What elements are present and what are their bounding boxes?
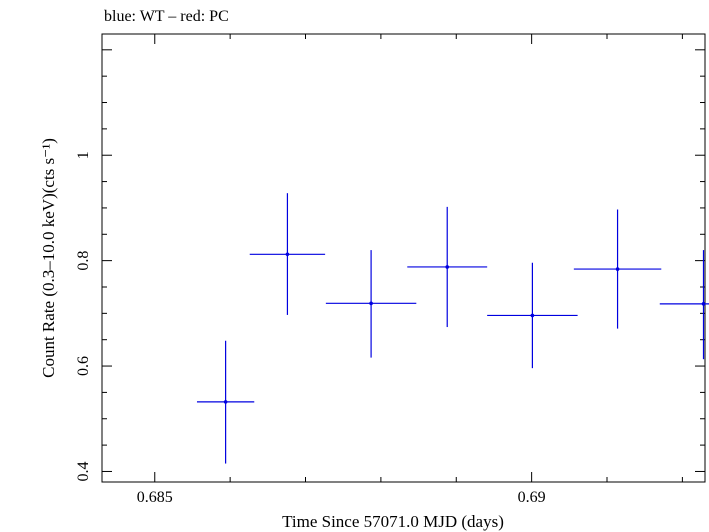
y-axis-label: Count Rate (0.3–10.0 keV)(cts s⁻¹): [39, 138, 58, 378]
data-marker: [369, 301, 373, 306]
y-tick-label: 0.8: [75, 251, 92, 271]
data-marker: [615, 267, 620, 271]
y-tick-label: 1: [75, 151, 92, 159]
data-point: [659, 250, 709, 360]
data-marker: [445, 265, 450, 269]
data-point: [487, 262, 578, 369]
y-tick-label: 0.4: [75, 461, 92, 481]
x-axis-label: Time Since 57071.0 MJD (days): [282, 512, 504, 531]
data-point: [249, 193, 326, 315]
data-marker: [530, 313, 535, 318]
chart-title: blue: WT – red: PC: [104, 8, 229, 25]
x-tick-label: 0.685: [137, 489, 173, 506]
data-marker: [223, 400, 228, 404]
axis-ticks: [102, 34, 705, 482]
data-points: [196, 193, 709, 464]
data-marker: [285, 252, 290, 257]
data-point: [196, 340, 255, 464]
data-point: [573, 209, 662, 329]
plot-frame: [101, 33, 706, 483]
y-tick-label: 0.6: [75, 356, 92, 376]
x-tick-label: 0.69: [518, 489, 546, 506]
data-point: [325, 250, 417, 358]
data-marker: [701, 302, 706, 306]
data-point: [407, 206, 488, 328]
